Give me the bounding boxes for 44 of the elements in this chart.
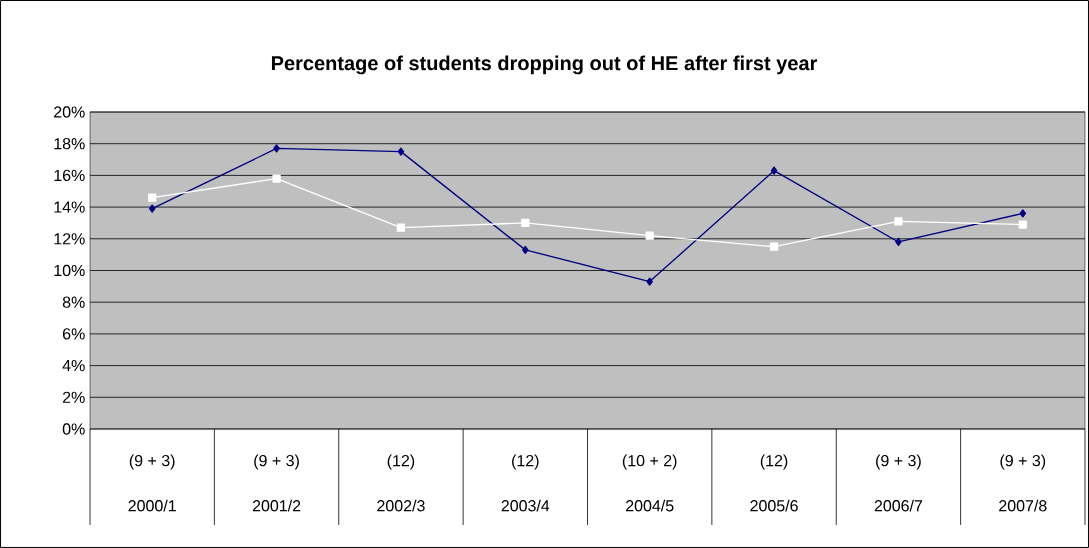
point [397,147,405,156]
point [522,245,529,255]
point [1018,220,1027,229]
x-tick-label: 2005/6 [750,499,798,512]
text: (9 + 3) [254,454,299,470]
y-tick-label: 0% [62,423,85,435]
text: (10 + 2) [622,454,677,470]
point [272,174,281,183]
y-tick-label: 16% [54,169,85,182]
point [894,217,903,226]
x-tick-label: 2002/3 [377,499,425,512]
text: (12) [387,454,415,470]
point [646,277,653,286]
text: (12) [512,454,539,470]
x-tick-label: 2004/5 [626,499,674,512]
x-tick-label: 2003/4 [501,499,550,512]
point [148,204,156,213]
text: (9 + 3) [129,454,175,470]
y-tick-label: 8% [62,296,85,308]
point [769,242,779,251]
point [273,144,280,153]
x-tick-label: 2006/7 [874,499,923,512]
y-tick-label: 2% [62,391,85,403]
text: (9 + 3) [876,454,921,470]
y-tick-label: 14% [54,201,85,213]
y-tick-label: 20% [54,106,85,118]
y-tick-label: 6% [62,328,85,340]
point [895,237,902,247]
x-tick-label: 2000/1 [128,499,176,512]
y-tick-label: 4% [62,359,85,372]
point [1019,209,1027,218]
chart-title: Percentage of students dropping out of HE after first year [271,55,818,75]
y-tick-label: 18% [54,138,85,150]
point [148,193,157,202]
point [396,223,406,232]
text: (12) [760,454,788,470]
point [770,166,778,175]
x-tick-label: 2007/8 [999,499,1047,512]
y-tick-label: 12% [54,233,85,245]
point [521,218,530,228]
y-tick-label: 10% [54,264,85,277]
x-tick-label: 2001/2 [252,499,301,512]
text: (9 + 3) [1000,454,1046,470]
point [645,231,654,240]
